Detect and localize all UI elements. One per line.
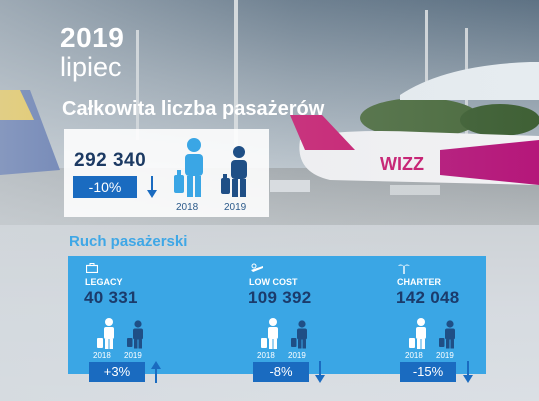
category-value: 142 048 — [396, 288, 460, 307]
category-value: 40 331 — [84, 288, 138, 307]
briefcase-icon — [86, 263, 98, 273]
passenger-2018-icon — [261, 318, 278, 349]
year-2018-label: 2018 — [257, 351, 275, 360]
year-2019-label: 2019 — [224, 202, 247, 213]
passenger-2019-icon — [127, 320, 143, 349]
passenger-traffic-heading: Ruch pasażerski — [69, 233, 188, 250]
category-legacy: LEGACY 40 331 2018 2019 — [68, 256, 208, 374]
year-2018-label: 2018 — [176, 202, 199, 213]
report-month: lipiec — [60, 52, 122, 82]
year-2019-label: 2019 — [124, 351, 142, 360]
category-label: LOW COST — [249, 277, 298, 287]
charter-change-badge: -15% — [400, 362, 456, 382]
category-charter: CHARTER 142 048 2018 2019 — [380, 256, 520, 374]
passenger-2018-icon — [97, 318, 114, 349]
passenger-2018-icon — [174, 138, 203, 197]
total-passengers-card: 292 340 -10% 2018 2019 — [64, 129, 269, 217]
legacy-change-badge: +3% — [89, 362, 145, 382]
passenger-2019-icon — [221, 146, 247, 197]
year-2019-label: 2019 — [288, 351, 306, 360]
arrow-down-icon — [315, 361, 325, 383]
arrow-up-icon — [151, 361, 161, 383]
report-year: 2019 — [60, 22, 125, 53]
palm-tree-icon — [398, 264, 410, 274]
discount-plane-icon — [251, 263, 263, 272]
passenger-traffic-panel: LEGACY 40 331 2018 2019 LOW COST 109 392 — [68, 256, 486, 374]
year-2018-label: 2018 — [93, 351, 111, 360]
arrow-down-icon — [463, 361, 473, 383]
passenger-2018-icon — [409, 318, 426, 349]
passenger-2019-icon — [439, 320, 455, 349]
category-low-cost: LOW COST 109 392 2018 2019 — [232, 256, 372, 374]
category-value: 109 392 — [248, 288, 312, 307]
category-label: LEGACY — [85, 277, 123, 287]
year-2018-label: 2018 — [405, 351, 423, 360]
total-change-badge: -10% — [73, 176, 137, 198]
total-passengers-heading: Całkowita liczba pasażerów — [62, 98, 325, 120]
year-2019-label: 2019 — [436, 351, 454, 360]
low-cost-change-badge: -8% — [253, 362, 309, 382]
arrow-down-icon — [147, 176, 157, 198]
category-label: CHARTER — [397, 277, 441, 287]
passenger-2019-icon — [291, 320, 307, 349]
total-passengers-value: 292 340 — [74, 150, 147, 171]
